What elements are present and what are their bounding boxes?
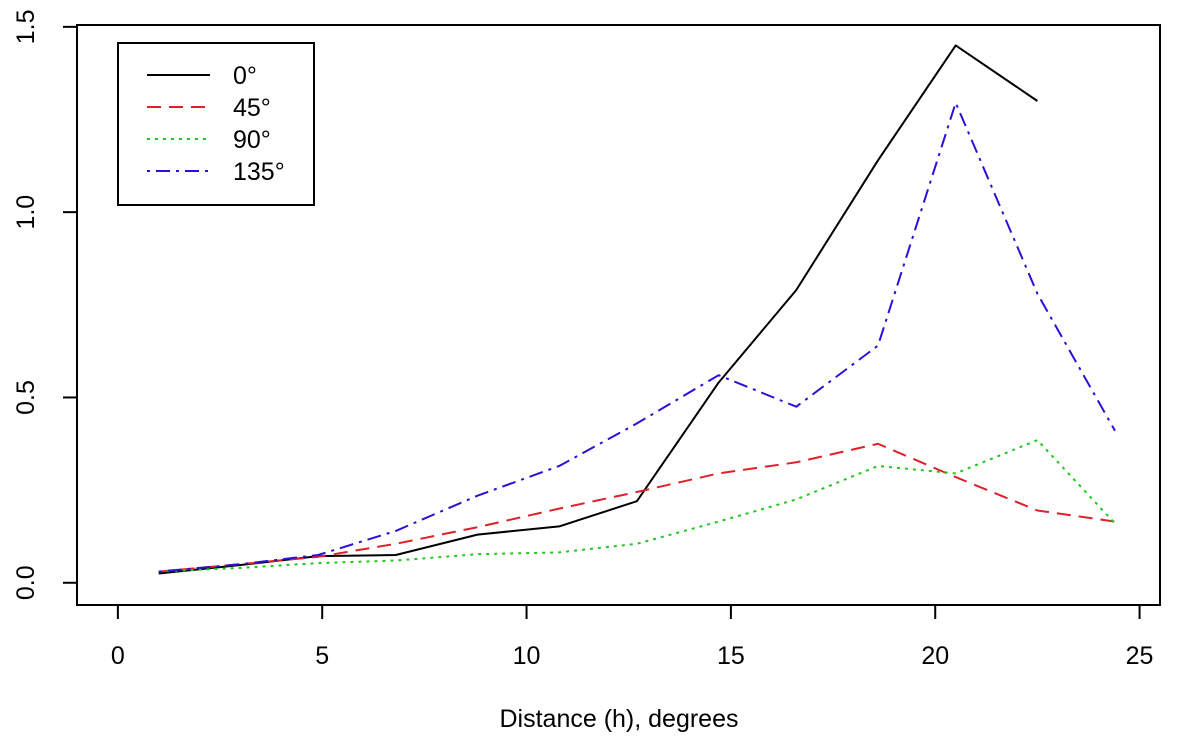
legend-box [117,42,315,206]
x-tick-label: 10 [513,642,541,670]
legend-label-0: 0° [233,62,257,90]
legend-label-2: 90° [233,126,271,154]
legend-label-3: 135° [233,158,285,186]
y-tick-label: 1.5 [12,9,40,44]
series-layer [158,44,1116,575]
x-tick-label: 15 [717,642,745,670]
y-tick-label: 0.0 [12,565,40,600]
x-tick-label: 0 [111,642,125,670]
y-tick-label: 1.0 [12,195,40,230]
x-axis: 0 5 10 15 20 25 [111,604,1154,670]
x-tick-label: 5 [315,642,329,670]
y-axis: 0.0 0.5 1.0 1.5 [12,9,78,600]
legend-label-1: 45° [233,94,271,122]
series-line-2 [158,439,1116,573]
x-tick-label: 20 [921,642,949,670]
x-tick-label: 25 [1126,642,1154,670]
y-tick-label: 0.5 [12,380,40,415]
series-line-3 [158,101,1116,573]
legend: 0° 45° 90° 135° [117,42,315,206]
series-line-1 [158,442,1116,573]
series-line-0 [158,44,1038,575]
x-axis-title: Distance (h), degrees [499,705,738,733]
